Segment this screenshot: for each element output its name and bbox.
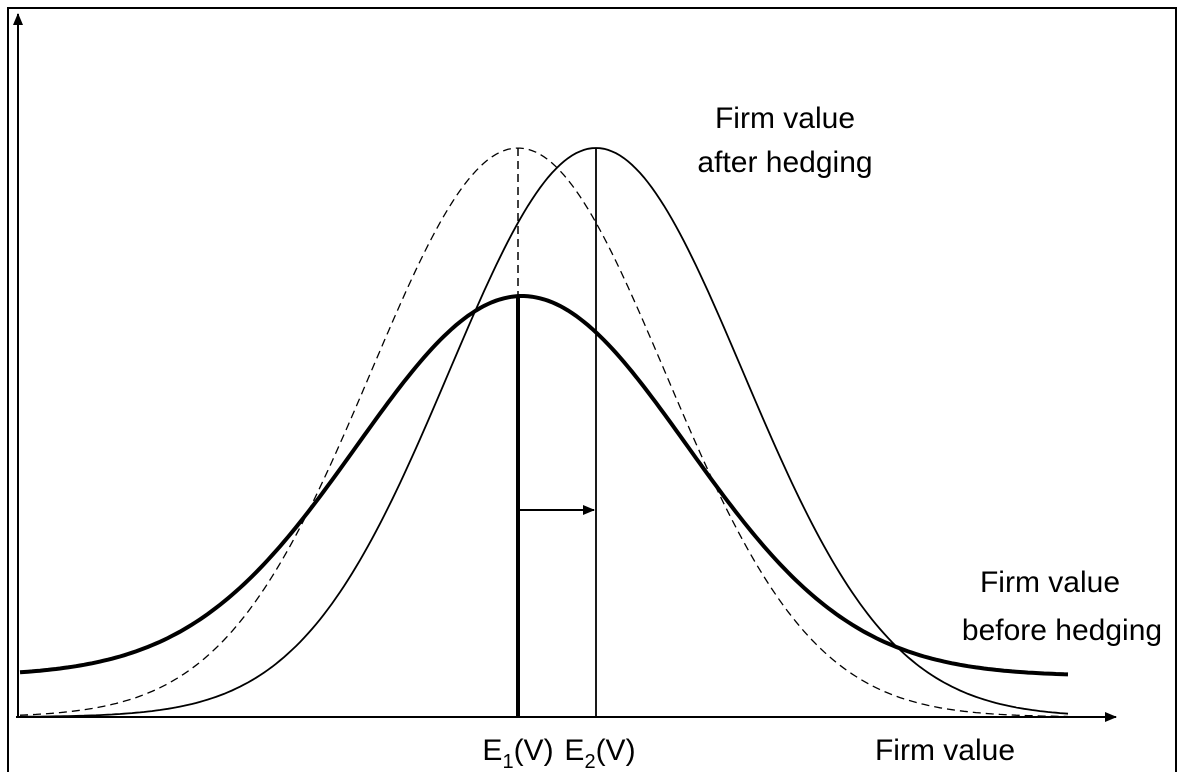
x-axis-label: Firm value: [875, 734, 1015, 767]
before-label: Firm value: [980, 566, 1120, 599]
after-label: Firm value: [715, 102, 855, 135]
before-label: before hedging: [962, 614, 1162, 647]
before-hedging-curve: [19, 294, 1069, 677]
expected-curve: [19, 147, 1069, 718]
e2-sub: 2: [584, 751, 595, 772]
e1-label: E1(V): [482, 734, 553, 772]
e2-label: E2(V): [564, 734, 635, 772]
after-label: after hedging: [697, 146, 872, 179]
e1-sub: 1: [502, 751, 513, 772]
e2-base: E: [564, 734, 584, 767]
e2-rest: (V): [596, 734, 636, 767]
e1-rest: (V): [514, 734, 554, 767]
e1-base: E: [482, 734, 502, 767]
after-hedging-curve: [20, 147, 1069, 718]
frame: [7, 7, 1177, 772]
